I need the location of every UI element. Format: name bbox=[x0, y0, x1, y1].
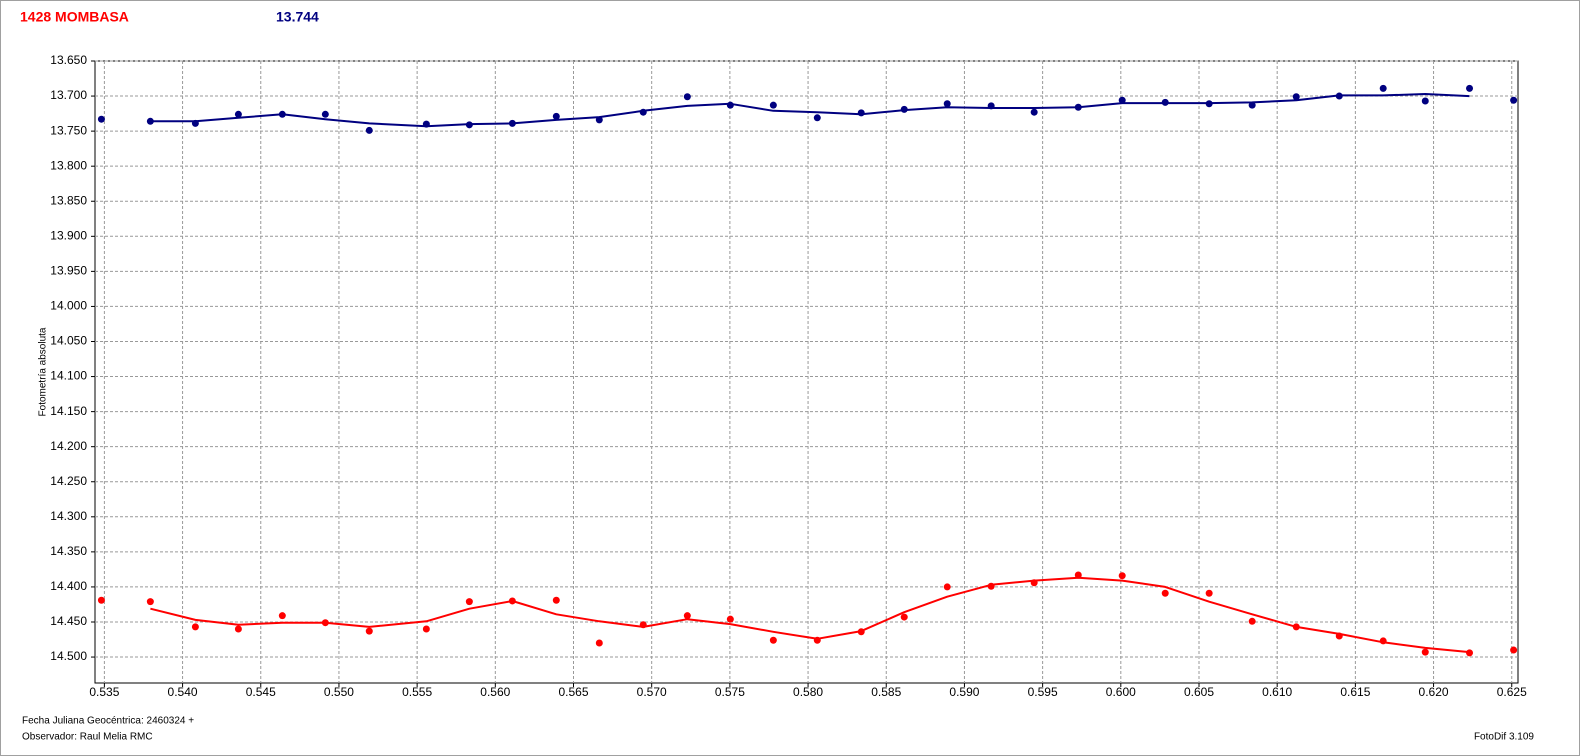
x-tick-label: 0.610 bbox=[1262, 685, 1292, 699]
plot-area bbox=[94, 60, 1519, 684]
chart-subtitle: 13.744 bbox=[276, 9, 319, 25]
y-tick-label: 13.750 bbox=[50, 123, 87, 137]
fit-line bbox=[150, 576, 1470, 654]
data-point bbox=[465, 598, 473, 606]
y-tick-label: 14.150 bbox=[50, 404, 87, 418]
data-point bbox=[1248, 617, 1256, 625]
data-point bbox=[97, 596, 105, 604]
data-point bbox=[943, 583, 951, 591]
chart-title: 1428 MOMBASA bbox=[20, 9, 129, 25]
observer: Observador: Raul Melia RMC bbox=[22, 732, 153, 743]
x-tick-label: 0.620 bbox=[1419, 685, 1449, 699]
x-tick-label: 0.565 bbox=[558, 685, 588, 699]
x-tick-label: 0.600 bbox=[1106, 685, 1136, 699]
data-point bbox=[321, 110, 329, 118]
y-tick-label: 14.300 bbox=[50, 509, 87, 523]
data-point bbox=[683, 612, 691, 620]
data-point bbox=[234, 110, 242, 118]
y-tick-label: 14.350 bbox=[50, 544, 87, 558]
x-tick-label: 0.585 bbox=[871, 685, 901, 699]
data-point bbox=[943, 100, 951, 108]
y-tick-label: 13.700 bbox=[50, 88, 87, 102]
x-tick-label: 0.590 bbox=[949, 685, 979, 699]
y-tick-label: 14.050 bbox=[50, 334, 87, 348]
x-tick-label: 0.605 bbox=[1184, 685, 1214, 699]
data-point bbox=[726, 615, 734, 623]
x-tick-label: 0.545 bbox=[246, 685, 276, 699]
data-point bbox=[365, 126, 373, 134]
data-point bbox=[769, 101, 777, 109]
y-tick-label: 14.450 bbox=[50, 614, 87, 628]
data-point bbox=[1030, 108, 1038, 116]
x-tick-label: 0.555 bbox=[402, 685, 432, 699]
data-point bbox=[1379, 84, 1387, 92]
data-point bbox=[1118, 96, 1126, 104]
data-point bbox=[97, 115, 105, 123]
data-point bbox=[1510, 96, 1518, 104]
data-point bbox=[1118, 572, 1126, 580]
data-point bbox=[365, 627, 373, 635]
data-point bbox=[1421, 648, 1429, 656]
x-tick-label: 0.575 bbox=[715, 685, 745, 699]
y-tick-label: 14.500 bbox=[50, 649, 87, 663]
data-point bbox=[552, 596, 560, 604]
x-tick-label: 0.560 bbox=[480, 685, 510, 699]
y-tick-label: 13.950 bbox=[50, 264, 87, 278]
y-tick-label: 13.900 bbox=[50, 228, 87, 242]
data-point bbox=[900, 613, 908, 621]
y-tick-label: 13.800 bbox=[50, 158, 87, 172]
data-point bbox=[1205, 589, 1213, 597]
data-point bbox=[1510, 646, 1518, 654]
x-tick-label: 0.570 bbox=[637, 685, 667, 699]
data-point bbox=[278, 612, 286, 620]
data-point bbox=[769, 636, 777, 644]
data-point bbox=[552, 112, 560, 120]
y-tick-label: 14.250 bbox=[50, 474, 87, 488]
y-tick-label: 13.850 bbox=[50, 193, 87, 207]
y-tick-label: 14.100 bbox=[50, 369, 87, 383]
x-axis-label: Fecha Juliana Geocéntrica: 2460324 + bbox=[22, 716, 194, 727]
data-point bbox=[1466, 84, 1474, 92]
fit-line bbox=[150, 93, 1470, 128]
data-point bbox=[234, 625, 242, 633]
x-tick-label: 0.615 bbox=[1340, 685, 1370, 699]
data-point bbox=[857, 109, 865, 117]
data-point bbox=[1421, 97, 1429, 105]
x-tick-label: 0.550 bbox=[324, 685, 354, 699]
x-tick-label: 0.540 bbox=[168, 685, 198, 699]
x-tick-label: 0.595 bbox=[1028, 685, 1058, 699]
x-tick-label: 0.625 bbox=[1497, 685, 1527, 699]
data-point bbox=[146, 117, 154, 125]
data-point bbox=[595, 639, 603, 647]
data-point bbox=[146, 598, 154, 606]
y-axis-label: Fotometría absoluta bbox=[38, 327, 49, 416]
y-tick-label: 14.200 bbox=[50, 439, 87, 453]
x-tick-label: 0.535 bbox=[89, 685, 119, 699]
data-point bbox=[191, 623, 199, 631]
y-tick-label: 13.650 bbox=[50, 53, 87, 67]
x-tick-label: 0.580 bbox=[793, 685, 823, 699]
software: FotoDif 3.109 bbox=[1474, 732, 1534, 743]
data-point bbox=[1161, 589, 1169, 597]
data-point bbox=[813, 114, 821, 122]
data-point bbox=[1074, 571, 1082, 579]
y-tick-label: 14.000 bbox=[50, 299, 87, 313]
data-point bbox=[683, 93, 691, 101]
data-point bbox=[1292, 93, 1300, 101]
y-tick-label: 14.400 bbox=[50, 579, 87, 593]
data-point bbox=[422, 625, 430, 633]
